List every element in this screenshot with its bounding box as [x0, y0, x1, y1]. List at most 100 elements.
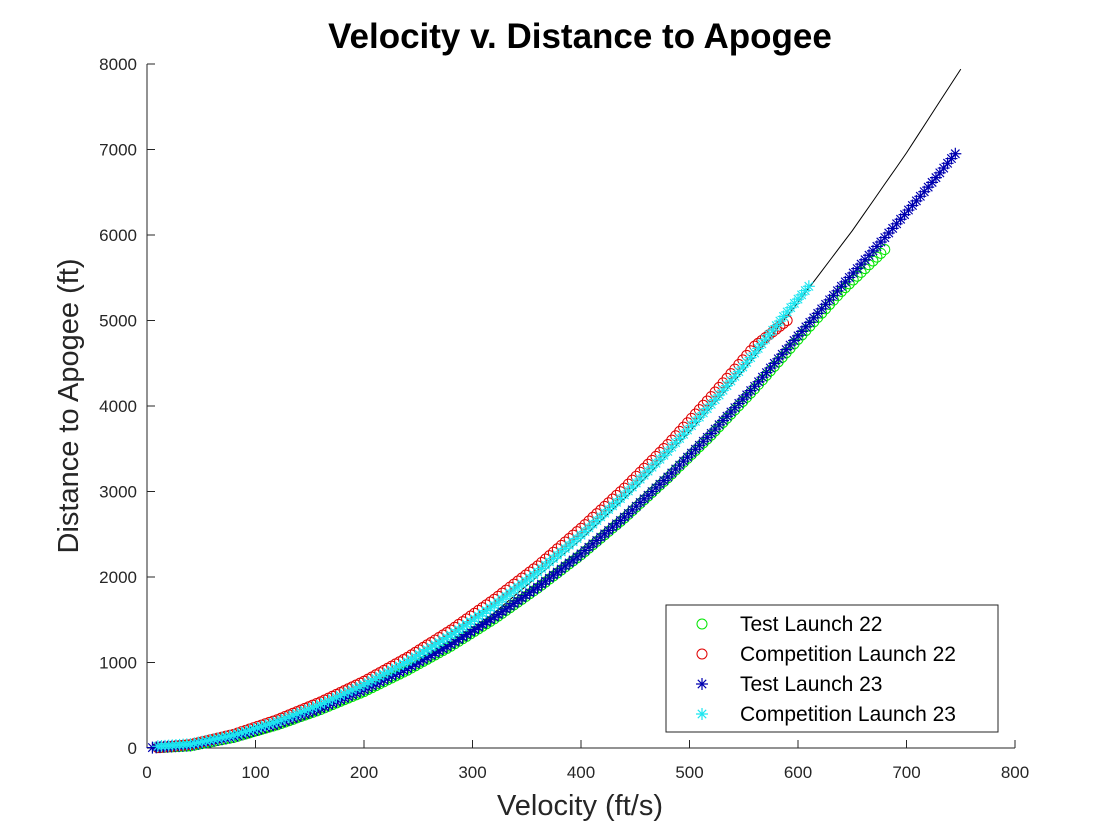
legend-entry: Test Launch 22 — [696, 613, 882, 636]
data-point — [421, 643, 434, 656]
data-point — [397, 657, 410, 670]
data-point — [212, 732, 225, 745]
data-point — [724, 374, 737, 387]
data-point — [906, 199, 919, 212]
data-point — [468, 623, 481, 636]
data-point — [464, 626, 477, 639]
data-point — [472, 621, 485, 634]
data-point — [448, 626, 461, 639]
data-point — [926, 176, 939, 189]
data-point — [531, 581, 544, 594]
data-point — [705, 398, 718, 411]
data-point — [523, 586, 536, 599]
data-point — [503, 600, 516, 613]
data-point — [306, 701, 319, 714]
legend-marker — [696, 618, 708, 630]
data-point — [772, 352, 785, 365]
data-point — [334, 689, 347, 702]
data-point — [770, 319, 783, 332]
data-point — [255, 720, 268, 733]
data-point — [523, 571, 536, 584]
data-point — [519, 589, 532, 602]
data-point — [527, 568, 540, 581]
data-point — [535, 578, 548, 591]
data-point — [322, 694, 335, 707]
data-point — [460, 628, 473, 641]
data-point — [393, 659, 406, 672]
data-point — [350, 682, 363, 695]
data-point — [425, 641, 438, 654]
data-point — [279, 712, 292, 725]
legend-entry: Competition Launch 22 — [696, 643, 956, 666]
data-point — [480, 604, 493, 617]
data-point — [326, 693, 339, 706]
data-point — [503, 587, 516, 600]
data-point — [342, 685, 355, 698]
data-point — [755, 337, 768, 350]
data-point — [559, 560, 572, 573]
data-point — [807, 311, 820, 324]
data-point — [436, 633, 449, 646]
data-point — [235, 726, 248, 739]
data-point — [231, 727, 244, 740]
y-tick-label: 3000 — [99, 483, 137, 502]
data-point — [425, 649, 438, 662]
series-layer — [146, 68, 962, 754]
data-point — [507, 597, 520, 610]
data-point — [519, 574, 532, 587]
data-point — [910, 194, 923, 207]
data-point — [452, 623, 465, 636]
legend-label: Test Launch 23 — [740, 673, 882, 696]
data-point — [799, 320, 812, 333]
data-point — [882, 226, 895, 239]
data-point — [298, 704, 311, 717]
data-point — [440, 640, 453, 653]
data-point — [354, 680, 367, 693]
data-point — [476, 607, 489, 620]
data-point — [732, 365, 745, 378]
data-point — [369, 672, 382, 685]
data-point — [271, 715, 284, 728]
plot-area: 0 100 200 300 400 500 600 700 800 0 1000 2000 3000 4… — [99, 55, 1029, 782]
data-point — [484, 613, 497, 626]
data-point — [204, 734, 217, 747]
data-point — [717, 384, 730, 397]
data-point — [511, 594, 524, 607]
data-point — [555, 563, 568, 576]
data-point — [468, 612, 481, 625]
data-point — [377, 668, 390, 681]
data-point — [227, 729, 240, 742]
x-tick-label: 100 — [241, 763, 269, 782]
data-point — [417, 646, 430, 659]
data-point — [452, 633, 465, 646]
data-point — [440, 631, 453, 644]
data-point — [929, 171, 942, 184]
legend-entry: Competition Launch 23 — [696, 703, 956, 726]
data-point — [567, 553, 580, 566]
x-tick-label: 300 — [458, 763, 486, 782]
data-point — [432, 645, 445, 658]
data-point — [444, 638, 457, 651]
legend-marker — [696, 648, 708, 660]
data-point — [275, 713, 288, 726]
data-point — [752, 375, 765, 388]
data-point — [709, 393, 722, 406]
data-point — [736, 360, 749, 373]
x-axis-ticks: 0 100 200 300 400 500 600 700 800 — [142, 740, 1029, 782]
x-tick-label: 400 — [567, 763, 595, 782]
x-tick-label: 200 — [350, 763, 378, 782]
data-point — [763, 328, 776, 341]
data-point — [472, 610, 485, 623]
data-point — [405, 660, 418, 673]
data-point — [777, 310, 790, 323]
data-point — [886, 222, 899, 235]
data-point — [188, 737, 201, 750]
legend-marker — [696, 678, 708, 690]
data-point — [488, 599, 501, 612]
data-point — [436, 642, 449, 655]
data-point — [752, 342, 765, 355]
data-point — [811, 307, 824, 320]
x-tick-label: 800 — [1001, 763, 1029, 782]
data-point — [492, 596, 505, 609]
